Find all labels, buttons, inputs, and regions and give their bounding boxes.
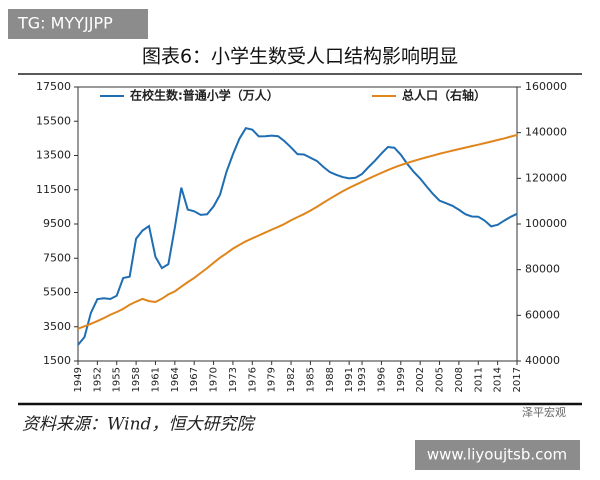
y-tick-label: 9500 bbox=[43, 217, 71, 230]
x-tick-label: 1958 bbox=[131, 367, 142, 392]
x-tick-label: 1970 bbox=[209, 367, 220, 392]
y-tick-label: 5500 bbox=[43, 286, 71, 299]
x-tick-label: 1991 bbox=[344, 367, 355, 392]
x-tick-label: 1996 bbox=[376, 367, 387, 392]
x-tick-label: 1964 bbox=[170, 367, 181, 392]
y2-tick-label: 160000 bbox=[525, 80, 567, 93]
url-box bbox=[415, 440, 580, 470]
y-tick-label: 15500 bbox=[36, 114, 71, 127]
y2-tick-label: 60000 bbox=[525, 308, 560, 321]
chart-title: 图表6：小学生数受人口结构影响明显 bbox=[142, 46, 458, 68]
legend-label: 在校生数:普通小学（万人） bbox=[130, 88, 279, 103]
x-tick-label: 1985 bbox=[305, 367, 316, 392]
x-tick-label: 1979 bbox=[267, 367, 278, 392]
legend-label: 总人口（右轴） bbox=[402, 88, 486, 103]
x-tick-label: 1961 bbox=[150, 367, 161, 392]
y-tick-label: 17500 bbox=[36, 80, 71, 93]
y-tick-label: 11500 bbox=[36, 183, 71, 196]
x-tick-label: 1952 bbox=[92, 367, 103, 392]
x-tick-label: 1949 bbox=[73, 367, 84, 392]
x-tick-label: 1955 bbox=[112, 367, 123, 392]
x-tick-label: 1976 bbox=[247, 367, 258, 392]
y-tick-label: 7500 bbox=[43, 251, 71, 264]
x-tick-label: 1973 bbox=[228, 367, 239, 392]
footer-url: www.liyoujtsb.com bbox=[427, 446, 567, 464]
x-tick-label: 2017 bbox=[512, 367, 523, 392]
x-tick-label: 2008 bbox=[454, 367, 465, 392]
x-tick-label: 2005 bbox=[435, 367, 446, 392]
x-tick-label: 1993 bbox=[357, 367, 368, 392]
series-line bbox=[77, 133, 518, 330]
y2-tick-label: 120000 bbox=[525, 171, 567, 184]
source: 资料来源：Wind，恒大研究院 bbox=[22, 415, 256, 435]
series-line bbox=[77, 127, 518, 346]
badge: TG: MYYJJPP bbox=[17, 14, 113, 33]
y-tick-label: 1500 bbox=[43, 354, 71, 367]
x-tick-label: 1988 bbox=[325, 367, 336, 392]
y2-tick-label: 80000 bbox=[525, 263, 560, 276]
y-tick-label: 13500 bbox=[36, 149, 71, 162]
watermark: 泽平宏观 bbox=[522, 405, 566, 419]
y2-tick-label: 100000 bbox=[525, 217, 567, 230]
x-tick-label: 1967 bbox=[189, 367, 200, 392]
x-tick-label: 1982 bbox=[286, 367, 297, 392]
x-tick-label: 1999 bbox=[396, 367, 407, 392]
x-tick-label: 2002 bbox=[415, 367, 426, 392]
badge-box bbox=[8, 9, 148, 39]
y-tick-label: 3500 bbox=[43, 320, 71, 333]
y2-tick-label: 40000 bbox=[525, 354, 560, 367]
y2-tick-label: 140000 bbox=[525, 126, 567, 139]
x-tick-label: 2011 bbox=[473, 367, 484, 392]
x-tick-label: 2014 bbox=[493, 367, 504, 392]
